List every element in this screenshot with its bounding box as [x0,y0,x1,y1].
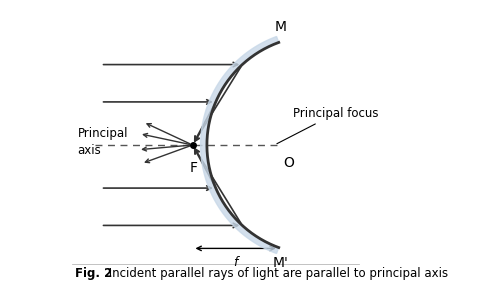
Text: Incident parallel rays of light are parallel to principal axis: Incident parallel rays of light are para… [105,267,448,280]
Text: M: M [274,20,286,34]
Text: F: F [190,161,198,175]
Text: f: f [234,255,238,269]
Text: Principal
axis: Principal axis [78,127,128,157]
Text: Principal focus: Principal focus [277,107,378,144]
Polygon shape [200,37,279,253]
Text: M': M' [272,256,288,270]
Text: Fig. 2: Fig. 2 [75,267,112,280]
Text: O: O [283,157,294,171]
